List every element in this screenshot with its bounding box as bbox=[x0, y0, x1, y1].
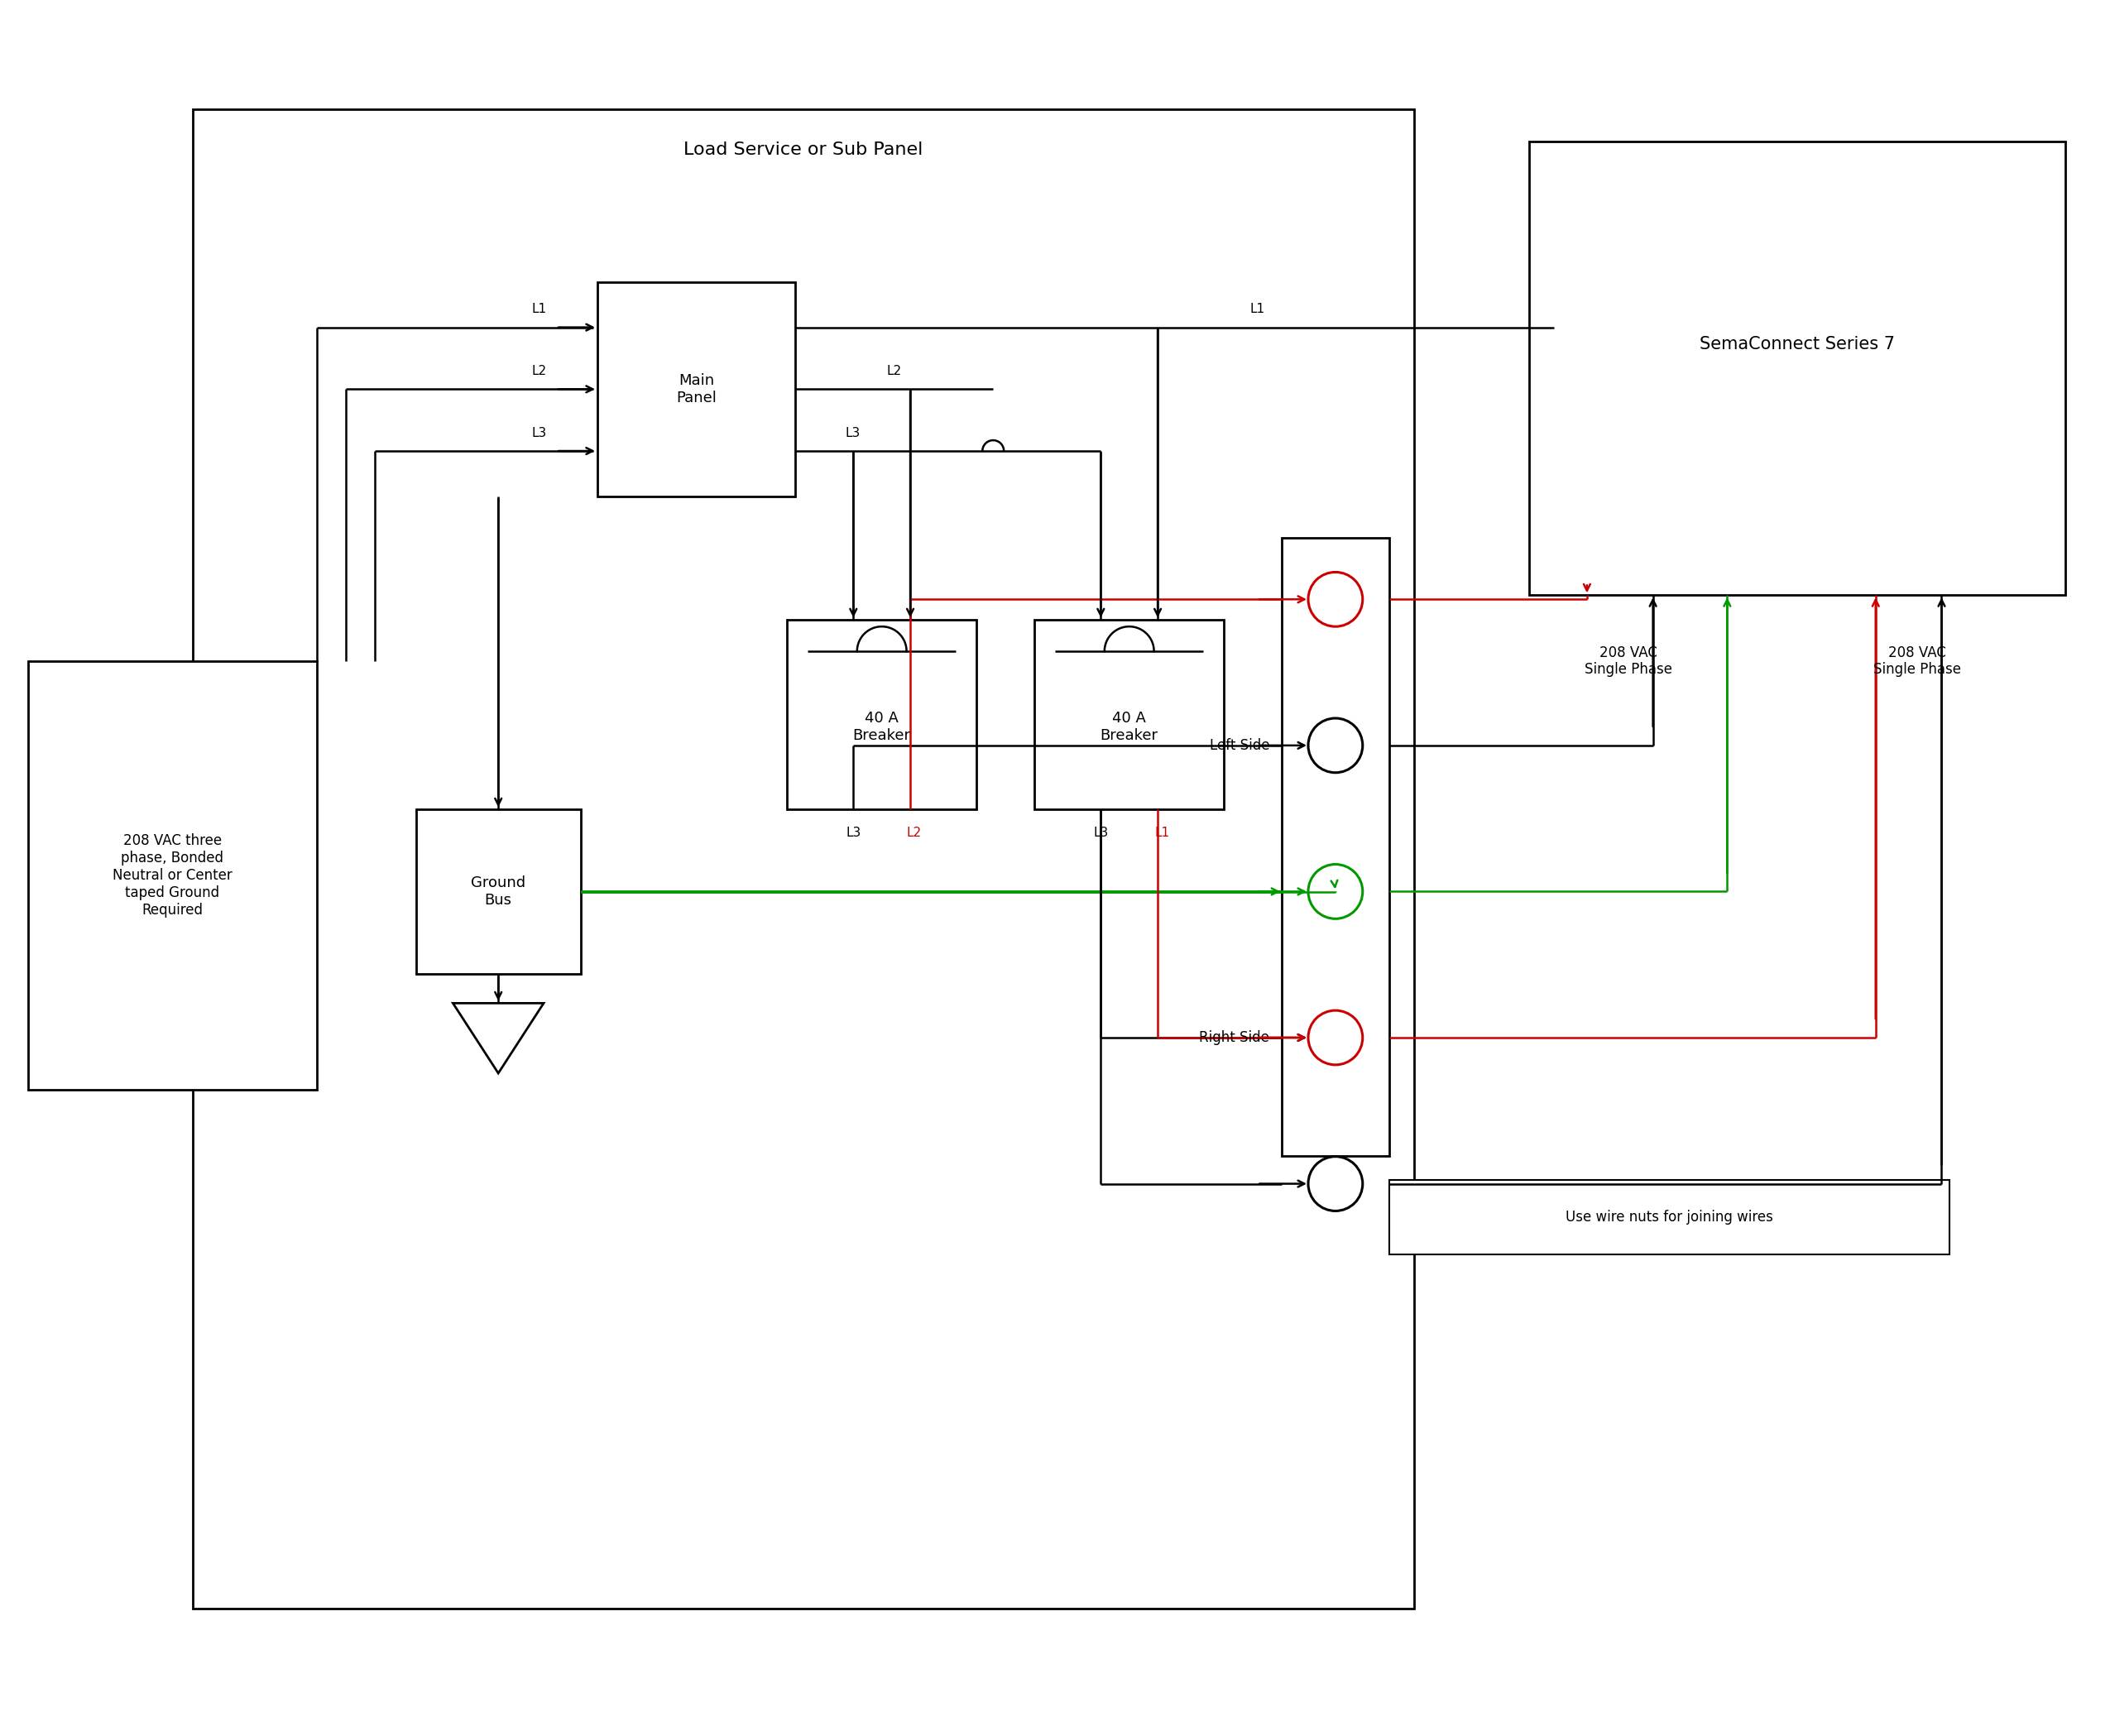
Text: Right Side: Right Side bbox=[1198, 1029, 1270, 1045]
Bar bbox=[597, 281, 795, 496]
Text: 208 VAC
Single Phase: 208 VAC Single Phase bbox=[1874, 646, 1960, 677]
Text: Load Service or Sub Panel: Load Service or Sub Panel bbox=[684, 142, 924, 158]
Text: 208 VAC three
phase, Bonded
Neutral or Center
taped Ground
Required: 208 VAC three phase, Bonded Neutral or C… bbox=[112, 833, 232, 917]
Bar bbox=[1530, 142, 2066, 595]
Text: Left Side: Left Side bbox=[1209, 738, 1270, 753]
Text: Use wire nuts for joining wires: Use wire nuts for joining wires bbox=[1566, 1210, 1772, 1226]
Bar bbox=[787, 620, 977, 809]
Text: 208 VAC
Single Phase: 208 VAC Single Phase bbox=[1585, 646, 1671, 677]
Bar bbox=[1388, 1180, 1950, 1255]
Text: Ground
Bus: Ground Bus bbox=[471, 877, 525, 908]
Text: L3: L3 bbox=[532, 427, 546, 439]
Text: Main
Panel: Main Panel bbox=[675, 373, 717, 404]
Text: SemaConnect Series 7: SemaConnect Series 7 bbox=[1701, 335, 1895, 352]
Bar bbox=[1034, 620, 1224, 809]
Bar bbox=[194, 109, 1414, 1609]
Text: L2: L2 bbox=[886, 365, 901, 377]
Text: L2: L2 bbox=[907, 826, 922, 838]
Bar bbox=[416, 809, 580, 974]
Text: L1: L1 bbox=[1154, 826, 1169, 838]
Bar bbox=[1281, 538, 1388, 1156]
Text: 40 A
Breaker: 40 A Breaker bbox=[852, 712, 912, 743]
Text: L3: L3 bbox=[1093, 826, 1108, 838]
Text: L3: L3 bbox=[846, 826, 861, 838]
Text: 40 A
Breaker: 40 A Breaker bbox=[1099, 712, 1158, 743]
Text: L1: L1 bbox=[1249, 304, 1264, 316]
Text: L1: L1 bbox=[532, 304, 546, 316]
Text: L2: L2 bbox=[532, 365, 546, 377]
Bar bbox=[27, 661, 316, 1090]
Text: L3: L3 bbox=[846, 427, 861, 439]
